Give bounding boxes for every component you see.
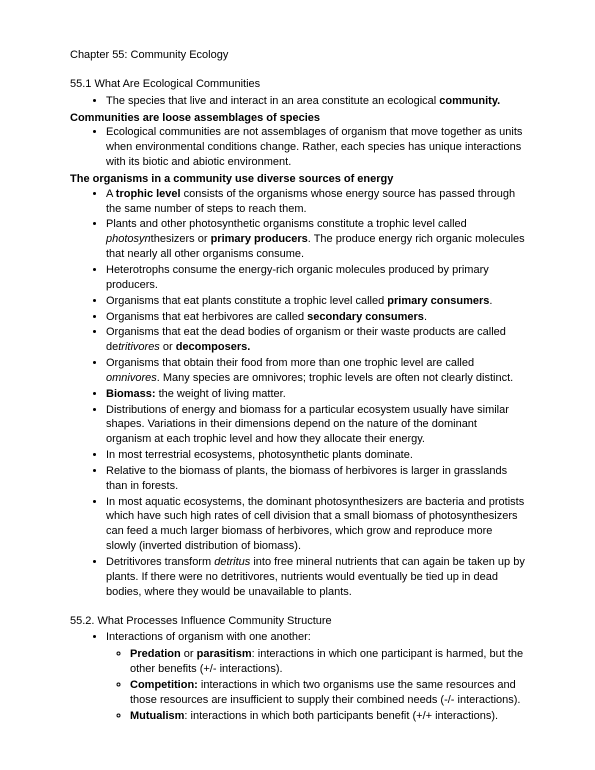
list-item: Organisms that eat the dead bodies of or…	[106, 325, 525, 355]
list-item: Organisms that obtain their food from mo…	[106, 356, 525, 386]
list-item: Competition: interactions in which two o…	[130, 678, 525, 708]
text: or	[181, 648, 197, 660]
subheading-list: Ecological communities are not assemblag…	[70, 125, 525, 170]
section-55-2-title: 55.2. What Processes Influence Community…	[70, 614, 525, 629]
text: Plants and other photosynthetic organism…	[106, 218, 467, 230]
list-item: Predation or parasitism: interactions in…	[130, 647, 525, 677]
subheading-assemblages: Communities are loose assemblages of spe…	[70, 111, 525, 126]
text: Organisms that eat herbivores are called	[106, 311, 307, 323]
chapter-title: Chapter 55: Community Ecology	[70, 48, 525, 63]
list-item: Relative to the biomass of plants, the b…	[106, 464, 525, 494]
text-italic: tritivores	[118, 341, 160, 353]
text: : interactions in which both participant…	[184, 710, 498, 722]
text: Organisms that eat plants constitute a t…	[106, 295, 387, 307]
section-55-1-title: 55.1 What Are Ecological Communities	[70, 77, 525, 92]
text-italic: detritus	[214, 556, 250, 568]
list-item: Heterotrophs consume the energy-rich org…	[106, 263, 525, 293]
text-italic: omnivores	[106, 372, 157, 384]
list-item: Plants and other photosynthetic organism…	[106, 217, 525, 262]
text-bold: primary consumers	[387, 295, 489, 307]
text: the weight of living matter.	[156, 388, 286, 400]
text: The species that live and interact in an…	[106, 95, 439, 107]
list-item: In most terrestrial ecosystems, photosyn…	[106, 448, 525, 463]
text-italic: photosyn	[106, 233, 151, 245]
text: .	[489, 295, 492, 307]
text: or	[160, 341, 176, 353]
text: A	[106, 188, 116, 200]
list-item: Biomass: the weight of living matter.	[106, 387, 525, 402]
list-item: Organisms that eat plants constitute a t…	[106, 294, 525, 309]
spacer	[70, 602, 525, 614]
list-item: In most aquatic ecosystems, the dominant…	[106, 495, 525, 554]
text-bold: decomposers.	[176, 341, 251, 353]
list-item: Interactions of organism with one anothe…	[106, 630, 525, 645]
text-bold: primary producers	[211, 233, 308, 245]
text: thesizers or	[151, 233, 211, 245]
text: .	[424, 311, 427, 323]
list-item: Mutualism: interactions in which both pa…	[130, 709, 525, 724]
list-item: Organisms that eat herbivores are called…	[106, 310, 525, 325]
text-bold: Biomass:	[106, 388, 156, 400]
section-55-1-intro-list: The species that live and interact in an…	[70, 94, 525, 109]
text: . Many species are omnivores; trophic le…	[157, 372, 513, 384]
text-bold: community.	[439, 95, 500, 107]
list-item: Detritivores transform detritus into fre…	[106, 555, 525, 600]
list-item: The species that live and interact in an…	[106, 94, 525, 109]
text-bold: secondary consumers	[307, 311, 424, 323]
text-bold: Competition:	[130, 679, 198, 691]
list-item: Ecological communities are not assemblag…	[106, 125, 525, 170]
section-55-2-list: Interactions of organism with one anothe…	[70, 630, 525, 645]
text: Organisms that obtain their food from mo…	[106, 357, 474, 369]
text-bold: Mutualism	[130, 710, 184, 722]
list-item: Distributions of energy and biomass for …	[106, 403, 525, 448]
text-bold: trophic level	[116, 188, 181, 200]
text-bold: parasitism	[197, 648, 252, 660]
subheading-energy: The organisms in a community use diverse…	[70, 172, 525, 187]
text: Detritivores transform	[106, 556, 214, 568]
section-55-2-sublist: Predation or parasitism : interactions in…	[70, 647, 525, 723]
text-bold: Predation	[130, 648, 181, 660]
list-item: A trophic level consists of the organism…	[106, 187, 525, 217]
energy-list: A trophic level consists of the organism…	[70, 187, 525, 600]
